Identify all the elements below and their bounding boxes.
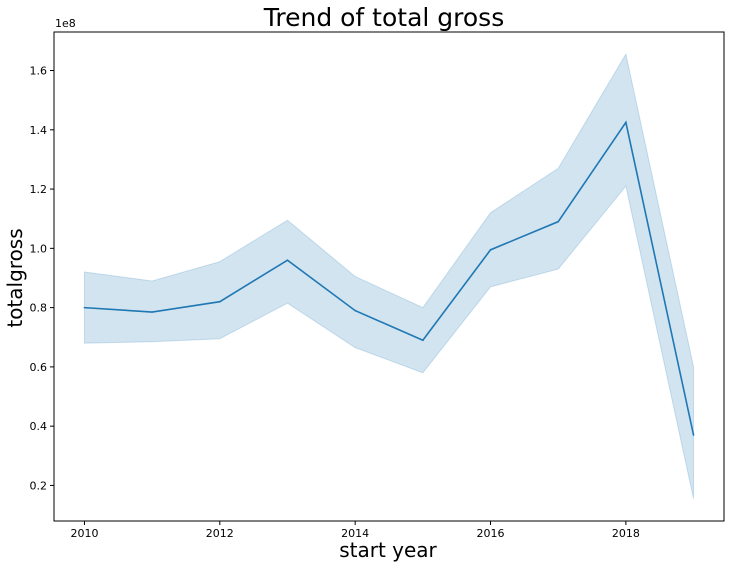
y-tick-label: 1.6: [30, 65, 48, 78]
data-point: [151, 311, 153, 313]
y-tick-label: 1.2: [30, 183, 48, 196]
data-point: [422, 339, 424, 342]
y-axis-offset-label: 1e8: [55, 17, 76, 30]
y-axis-label: totalgross: [3, 228, 27, 327]
y-tick-label: 0.6: [30, 361, 48, 374]
x-tick-label: 2018: [612, 527, 640, 540]
y-tick-label: 0.2: [30, 479, 48, 492]
plot-frame: [53, 31, 725, 522]
data-point: [219, 300, 221, 303]
x-tick-label: 2016: [477, 527, 505, 540]
data-point: [83, 306, 86, 309]
chart-title: Trend of total gross: [263, 3, 504, 32]
x-tick-label: 2010: [70, 527, 98, 540]
confidence-band: [83, 52, 695, 499]
plot-area: [83, 52, 695, 499]
x-tick-label: 2014: [341, 527, 369, 540]
x-tick-label: 2012: [206, 527, 234, 540]
data-point: [557, 220, 559, 223]
y-tick-label: 0.8: [30, 302, 48, 315]
y-tick-label: 0.4: [30, 420, 48, 433]
data-point: [625, 121, 627, 124]
data-point: [692, 434, 695, 436]
series-line: [84, 120, 695, 436]
axes: 2010 2012 2014 2016 2018 0.2 0.4 0.6 0.8 1.0 1.2 1.…: [30, 31, 725, 540]
y-tick-label: 1.4: [30, 124, 48, 137]
data-point: [286, 259, 289, 262]
data-point: [354, 309, 356, 312]
y-tick-label: 1.0: [30, 242, 48, 255]
data-point: [489, 249, 492, 251]
x-axis-label: start year: [339, 538, 437, 562]
